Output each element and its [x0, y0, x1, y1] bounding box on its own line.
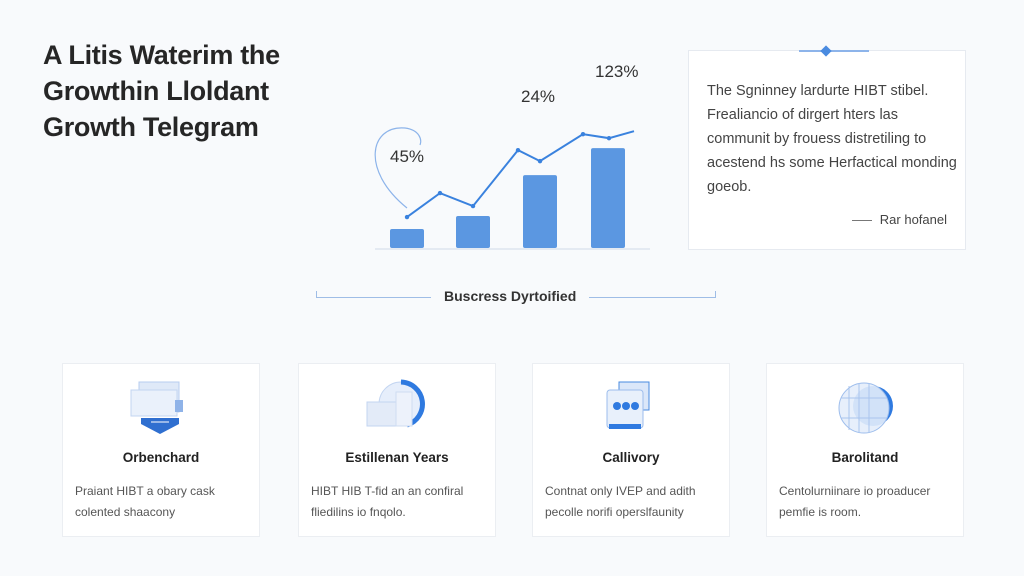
card-description: Centolurniinare io proaducer pemfie is r… [779, 484, 931, 519]
pie-chart-folder-icon [366, 379, 425, 428]
line-point [515, 147, 521, 153]
data-label: 24% [521, 87, 555, 106]
card-description: Praiant HIBT a obary cask colented shaac… [75, 484, 215, 519]
title-line: Growth Telegram [43, 112, 259, 142]
bar [523, 175, 557, 248]
card-description: Contnat only IVEP and adith pecolle nori… [545, 484, 696, 519]
card-title: Barolitand [831, 450, 899, 465]
section-label: Buscress Dyrtoified [431, 288, 590, 304]
line-point [470, 203, 476, 209]
card-description: HIBT HIB T-fid an an confiral fliedilins… [311, 484, 464, 519]
growth-chart: 45% 24% 123% [374, 62, 650, 250]
line-point [606, 135, 612, 141]
feature-card[interactable]: Orbenchard Praiant HIBT a obary cask col… [62, 363, 260, 537]
bar [591, 148, 625, 248]
quote-card: The Sgninney lardurte HIBT stibel. Freal… [688, 45, 966, 250]
line-point [404, 214, 410, 220]
feature-card[interactable]: Callivory Contnat only IVEP and adith pe… [532, 363, 730, 537]
feature-card[interactable]: Barolitand Centolurniinare io proaducer … [766, 363, 964, 537]
divider-tick [715, 291, 716, 298]
bar [456, 216, 490, 248]
globe-icon [838, 382, 893, 434]
divider-tick [316, 291, 317, 298]
card-title: Callivory [602, 450, 660, 465]
dashboard-window-icon [606, 381, 650, 429]
data-label: 45% [390, 147, 424, 166]
line-point [580, 131, 586, 137]
bar [390, 229, 424, 248]
line-point [537, 158, 543, 164]
documents-shield-icon [130, 381, 183, 434]
card-title: Orbenchard [122, 450, 200, 465]
page-title: A Litis Waterim the Growthin Lloldant Gr… [43, 37, 280, 145]
title-line: A Litis Waterim the [43, 40, 280, 70]
diamond-icon [820, 45, 832, 57]
feature-card[interactable]: Estillenan Years HIBT HIB T-fid an an co… [298, 363, 496, 537]
line-point [437, 190, 443, 196]
arc-decoration [374, 127, 422, 209]
card-title: Estillenan Years [345, 450, 449, 465]
quote-author: Rar hofanel [852, 212, 947, 227]
title-line: Growthin Lloldant [43, 76, 269, 106]
quote-accent-line [799, 50, 869, 52]
data-label: 123% [595, 62, 638, 81]
quote-text: The Sgninney lardurte HIBT stibel. Freal… [707, 83, 957, 195]
series-line [406, 130, 635, 218]
section-divider: Buscress Dyrtoified [316, 288, 716, 304]
